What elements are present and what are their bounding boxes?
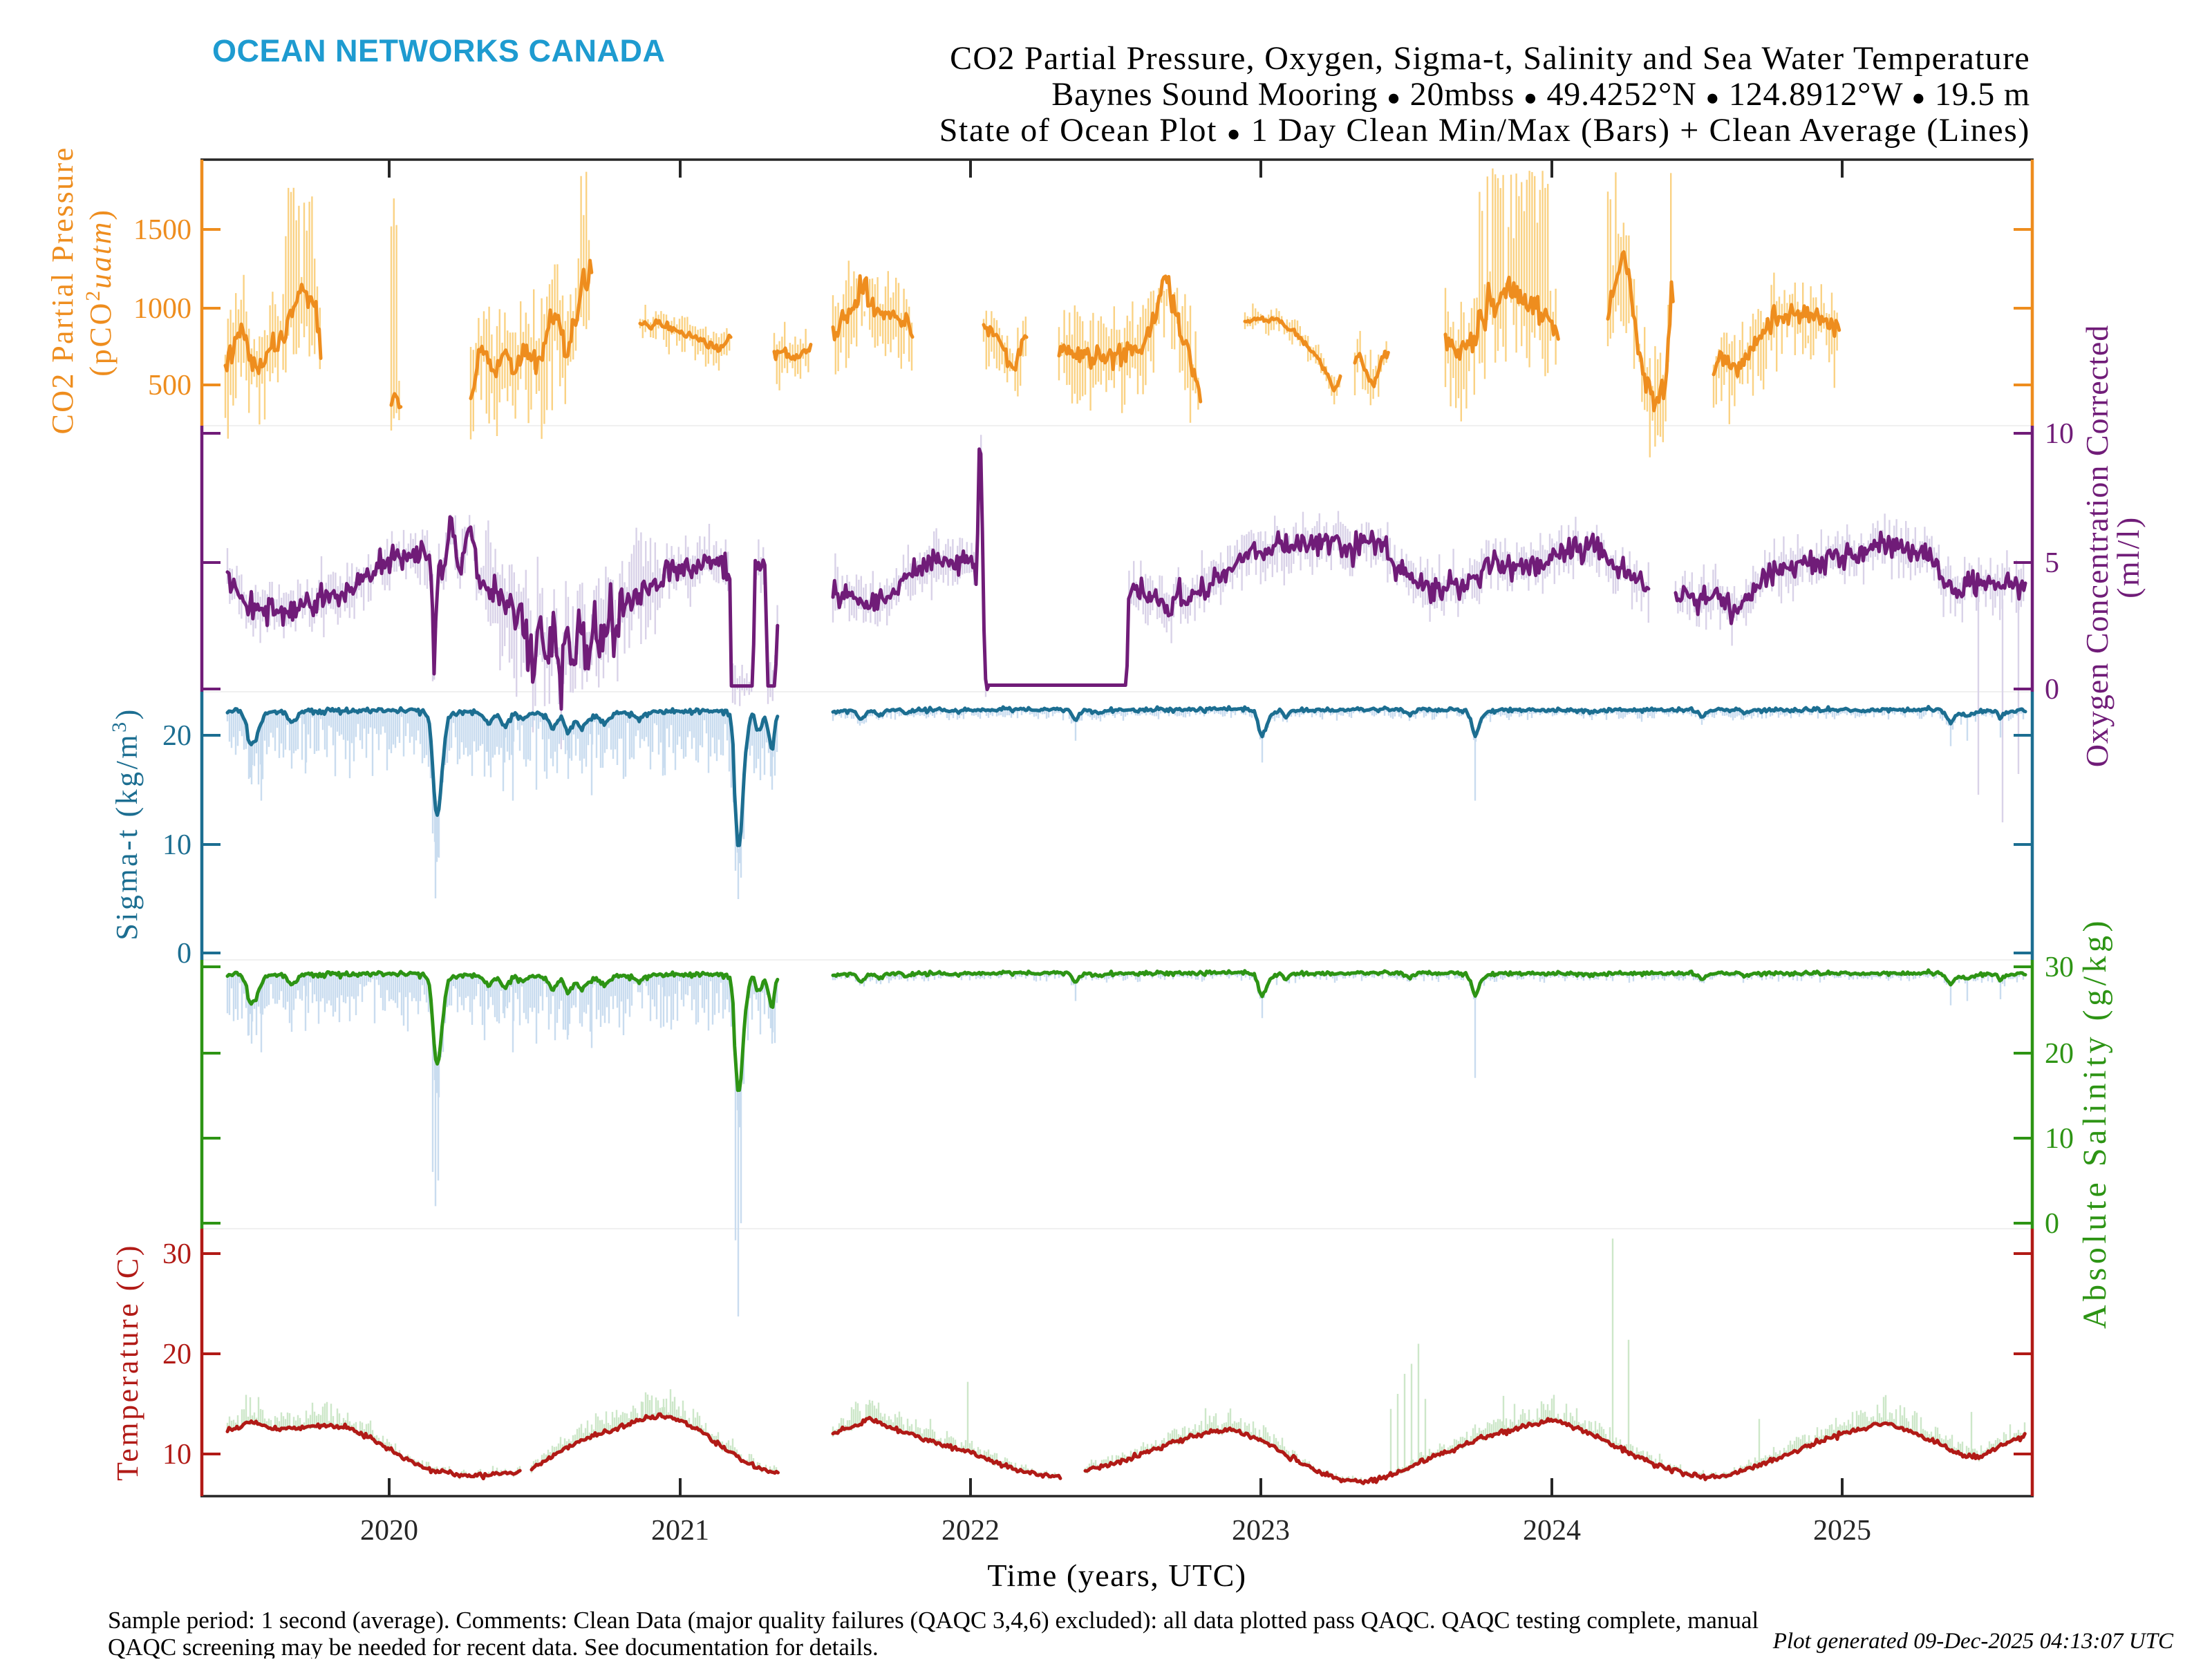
svg-text:10: 10 xyxy=(162,1439,191,1471)
svg-text:2022: 2022 xyxy=(941,1515,1000,1547)
svg-text:2025: 2025 xyxy=(1813,1515,1871,1547)
svg-text:20: 20 xyxy=(2045,1038,2074,1070)
svg-text:Sigma-t (kg/m3): Sigma-t (kg/m3) xyxy=(108,707,144,941)
svg-text:(ml/l): (ml/l) xyxy=(2110,516,2146,598)
svg-text:CO2 Partial Pressure, Oxygen,: CO2 Partial Pressure, Oxygen, Sigma-t, S… xyxy=(950,40,2030,77)
svg-text:2024: 2024 xyxy=(1523,1515,1581,1547)
svg-text:1500: 1500 xyxy=(133,214,191,246)
svg-text:30: 30 xyxy=(162,1238,191,1270)
svg-text:0: 0 xyxy=(2045,674,2059,706)
svg-text:500: 500 xyxy=(148,370,191,402)
svg-text:Absolute Salinity (g/kg): Absolute Salinity (g/kg) xyxy=(2077,917,2113,1329)
svg-text:10: 10 xyxy=(2045,1123,2074,1155)
svg-text:Oxygen Concentration Corrected: Oxygen Concentration Corrected xyxy=(2079,325,2115,768)
svg-text:Time (years, UTC): Time (years, UTC) xyxy=(987,1558,1246,1593)
svg-text:2023: 2023 xyxy=(1232,1515,1290,1547)
svg-text:30: 30 xyxy=(2045,952,2074,983)
svg-text:1000: 1000 xyxy=(133,293,191,325)
svg-text:Plot generated 09-Dec-2025 04:: Plot generated 09-Dec-2025 04:13:07 UTC xyxy=(1772,1629,2174,1654)
svg-text:Baynes Sound Mooring ● 20mbss: Baynes Sound Mooring ● 20mbss ● 49.4252°… xyxy=(1051,76,2030,113)
svg-text:2020: 2020 xyxy=(360,1515,418,1547)
svg-text:CO2 Partial Pressure: CO2 Partial Pressure xyxy=(46,146,79,434)
svg-text:0: 0 xyxy=(177,938,191,970)
svg-text:QAQC screening may be needed f: QAQC screening may be needed for recent … xyxy=(108,1634,879,1659)
svg-text:20: 20 xyxy=(162,720,191,752)
svg-text:5: 5 xyxy=(2045,547,2059,579)
svg-text:10: 10 xyxy=(2045,418,2074,450)
svg-text:20: 20 xyxy=(162,1339,191,1370)
svg-text:Sample period: 1 second (avera: Sample period: 1 second (average). Comme… xyxy=(108,1607,1759,1634)
svg-text:2021: 2021 xyxy=(651,1515,709,1547)
svg-text:0: 0 xyxy=(2045,1208,2059,1240)
svg-text:Temperature (C): Temperature (C) xyxy=(111,1243,144,1481)
svg-text:State of Ocean Plot ● 1 Day Cl: State of Ocean Plot ● 1 Day Clean Min/Ma… xyxy=(939,112,2030,149)
svg-text:OCEAN NETWORKS CANADA: OCEAN NETWORKS CANADA xyxy=(212,33,666,68)
svg-text:10: 10 xyxy=(162,829,191,861)
